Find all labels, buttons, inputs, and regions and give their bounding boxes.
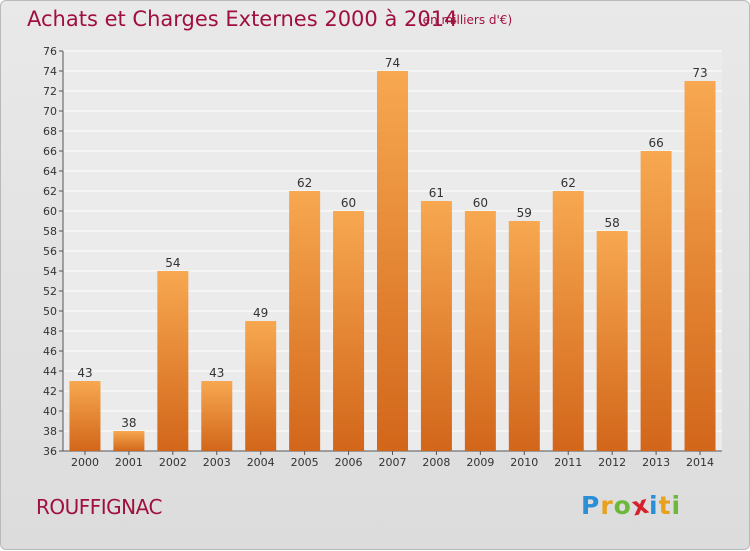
y-tick-label: 74 xyxy=(43,65,57,78)
logo-letter: i xyxy=(671,491,682,520)
bar-2005 xyxy=(289,191,321,451)
x-tick-label-2004: 2004 xyxy=(247,456,275,469)
y-tick-label: 66 xyxy=(43,145,57,158)
y-tick-label: 64 xyxy=(43,165,57,178)
logo-letter: P xyxy=(581,491,601,520)
chart-title: Achats et Charges Externes 2000 à 2014 xyxy=(27,7,458,31)
data-label-2014: 73 xyxy=(692,66,707,80)
y-tick-label: 70 xyxy=(43,105,57,118)
data-label-2013: 66 xyxy=(648,136,663,150)
x-tick-label-2001: 2001 xyxy=(115,456,143,469)
x-tick-label-2008: 2008 xyxy=(422,456,450,469)
logo-letter: r xyxy=(600,491,614,520)
bar-2000 xyxy=(69,381,101,451)
bar-2009 xyxy=(464,211,496,451)
bar-2008 xyxy=(420,201,452,451)
data-label-2008: 61 xyxy=(429,186,444,200)
data-label-2002: 54 xyxy=(165,256,180,270)
y-tick-label: 68 xyxy=(43,125,57,138)
y-tick-label: 44 xyxy=(43,365,57,378)
bar-2004 xyxy=(245,321,277,451)
x-tick-label-2011: 2011 xyxy=(554,456,582,469)
bar-2013 xyxy=(640,151,672,451)
x-tick-label-2014: 2014 xyxy=(686,456,714,469)
x-tick-label-2003: 2003 xyxy=(203,456,231,469)
x-tick-label-2006: 2006 xyxy=(335,456,363,469)
bar-2010 xyxy=(508,221,540,451)
data-label-2010: 59 xyxy=(517,206,532,220)
y-tick-label: 42 xyxy=(43,385,57,398)
commune-name: ROUFFIGNAC xyxy=(36,495,162,519)
data-label-2003: 43 xyxy=(209,366,224,380)
data-label-2012: 58 xyxy=(605,216,620,230)
chart-subtitle: (en milliers d'€) xyxy=(418,13,513,27)
x-tick-label-2002: 2002 xyxy=(159,456,187,469)
data-label-2009: 60 xyxy=(473,196,488,210)
data-label-2007: 74 xyxy=(385,56,400,70)
bar-2012 xyxy=(596,231,628,451)
bar-2014 xyxy=(684,81,716,451)
y-tick-label: 54 xyxy=(43,265,57,278)
proxiti-logo: Proxiti xyxy=(581,490,682,522)
bar-2006 xyxy=(333,211,365,451)
data-label-2006: 60 xyxy=(341,196,356,210)
bar-2003 xyxy=(201,381,233,451)
y-tick-label: 72 xyxy=(43,85,57,98)
bar-2001 xyxy=(113,431,145,451)
x-tick-label-2013: 2013 xyxy=(642,456,670,469)
y-tick-label: 76 xyxy=(43,45,57,58)
y-tick-label: 36 xyxy=(43,445,57,458)
y-tick-label: 40 xyxy=(43,405,57,418)
x-tick-label-2005: 2005 xyxy=(291,456,319,469)
x-tick-label-2010: 2010 xyxy=(510,456,538,469)
bar-2007 xyxy=(377,71,408,451)
x-tick-label-2007: 2007 xyxy=(379,456,407,469)
y-tick-label: 60 xyxy=(43,205,57,218)
bar-2002 xyxy=(157,271,189,451)
logo-letter: t xyxy=(658,491,672,520)
x-tick-label-2009: 2009 xyxy=(466,456,494,469)
y-tick-label: 46 xyxy=(43,345,57,358)
y-tick-label: 56 xyxy=(43,245,57,258)
data-label-2001: 38 xyxy=(121,416,136,430)
y-tick-label: 48 xyxy=(43,325,57,338)
data-label-2005: 62 xyxy=(297,176,312,190)
y-tick-label: 50 xyxy=(43,305,57,318)
logo-letter: o xyxy=(613,491,632,520)
x-tick-label-2000: 2000 xyxy=(71,456,99,469)
bar-2011 xyxy=(552,191,584,451)
y-tick-label: 52 xyxy=(43,285,57,298)
x-tick-label-2012: 2012 xyxy=(598,456,626,469)
data-label-2000: 43 xyxy=(77,366,92,380)
logo-letter: i xyxy=(649,491,659,520)
data-label-2011: 62 xyxy=(561,176,576,190)
y-tick-label: 58 xyxy=(43,225,57,238)
data-label-2004: 49 xyxy=(253,306,268,320)
y-tick-label: 62 xyxy=(43,185,57,198)
y-tick-label: 38 xyxy=(43,425,57,438)
